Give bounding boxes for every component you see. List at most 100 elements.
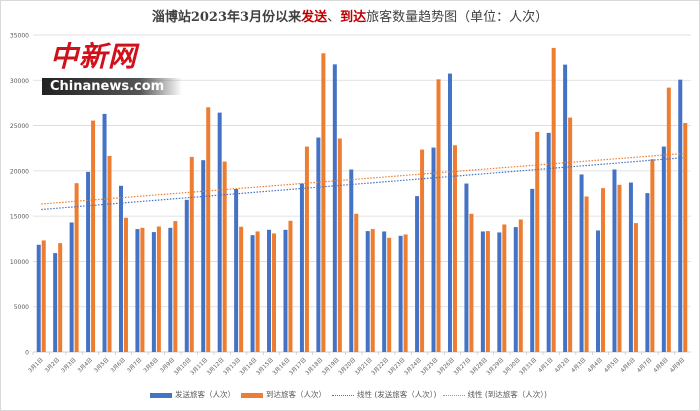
bar-send [365,231,370,352]
bar-arrive [304,146,309,352]
bar-arrive [502,224,507,352]
bar-send [234,188,239,352]
bar-arrive [535,131,540,352]
title-arrive: 到达 [340,10,367,25]
bar-arrive [403,234,408,352]
legend-label: 发送旅客（人次） [175,390,235,399]
y-tick-label: 10000 [10,259,29,266]
bar-send [299,183,304,352]
x-tick-label: 4月5日 [603,356,621,374]
legend-label: 线性 (发送旅客（人次）) [357,390,437,399]
x-tick-label: 4月1日 [537,356,555,374]
bar-send [678,79,683,353]
bar-send [267,229,272,352]
bar-arrive [58,243,63,352]
x-tick-label: 4月8日 [652,356,670,374]
y-tick-label: 0 [25,350,29,357]
bar-send [530,188,535,352]
bar-arrive [321,53,326,352]
legend-arrive: 到达旅客（人次） [241,389,326,400]
bar-send [596,230,601,352]
bar-arrive [123,217,128,352]
bar-arrive [107,155,112,352]
y-tick-label: 25000 [10,123,29,130]
trendline-arrive [41,152,683,205]
y-tick-label: 15000 [10,214,29,221]
bar-arrive [683,122,688,352]
bar-arrive [288,220,293,352]
bar-arrive [551,47,556,352]
y-tick-label: 5000 [14,304,29,311]
bar-arrive [272,233,277,352]
title-sep: 、 [327,10,341,25]
bar-send [628,182,633,352]
bar-send [447,73,452,352]
title-rest: 旅客数量趋势图（单位：人次） [366,10,549,25]
trendline-send [41,157,683,211]
x-tick-label: 4月4日 [586,356,604,374]
bar-arrive [518,219,523,352]
bar-arrive [469,213,474,352]
bar-send [612,169,617,352]
bar-send [201,160,206,352]
bar-send [431,147,436,352]
bar-arrive [584,196,589,352]
legend-send: 发送旅客（人次） [150,389,235,400]
legend-dotted-arrive [442,394,465,396]
bar-send [661,146,666,352]
bar-send [480,231,485,352]
bar-send [497,232,502,352]
legend-label: 线性 (到达旅客（人次）) [467,390,548,399]
chart-title: 淄博站2023年3月份以来发送、到达旅客数量趋势图（单位：人次） [0,6,700,25]
x-tick-label: 4月2日 [553,356,571,374]
bar-arrive [666,87,671,352]
bar-arrive [354,213,359,352]
bar-arrive [617,184,622,352]
x-tick-label: 3月8日 [142,356,160,374]
x-tick-label: 3月3日 [60,356,78,374]
title-part: 淄博站2023年3月份以来 [151,10,302,25]
legend-trend-send: 线性 (发送旅客（人次）) [332,389,437,400]
x-tick-label: 3月6日 [109,356,127,374]
bar-send [513,227,518,352]
x-tick-label: 3月31日 [518,356,538,376]
bar-send [250,235,255,352]
bar-send [102,113,107,352]
bar-arrive [370,229,375,352]
y-tick-label: 30000 [10,78,29,85]
x-tick-label: 4月6日 [619,356,637,374]
bar-send [645,193,650,352]
bar-arrive [650,159,655,352]
bar-arrive [387,237,392,352]
x-tick-label: 3月4日 [76,356,94,374]
bar-arrive [156,226,161,352]
bar-send [168,227,173,352]
watermark-cn: 中新网 [50,40,138,73]
x-tick-label: 4月7日 [636,356,654,374]
watermark-logo: 中新网 Chinanews.com [42,40,182,98]
bar-send [546,132,551,352]
bar-arrive [239,226,244,352]
bar-send [69,222,74,352]
bar-send [217,112,222,352]
bar-arrive [173,221,178,352]
bar-arrive [420,149,425,352]
legend-swatch-arrive [241,392,263,398]
bar-send [382,231,387,352]
legend: 发送旅客（人次） 到达旅客（人次） 线性 (发送旅客（人次）) 线性 (到达旅客… [150,389,547,400]
bar-arrive [189,156,194,352]
title-send: 发送 [301,10,328,25]
y-tick-label: 35000 [10,33,29,40]
bar-send [332,64,337,352]
x-tick-label: 3月5日 [93,356,111,374]
bar-arrive [337,138,342,352]
bar-send [464,183,469,352]
bar-arrive [436,79,441,352]
bar-arrive [91,120,96,352]
legend-swatch-send [150,392,172,398]
bar-send [563,64,568,353]
bar-arrive [140,227,145,352]
bar-arrive [568,117,573,353]
bar-send [283,229,288,352]
bar-arrive [452,145,457,352]
